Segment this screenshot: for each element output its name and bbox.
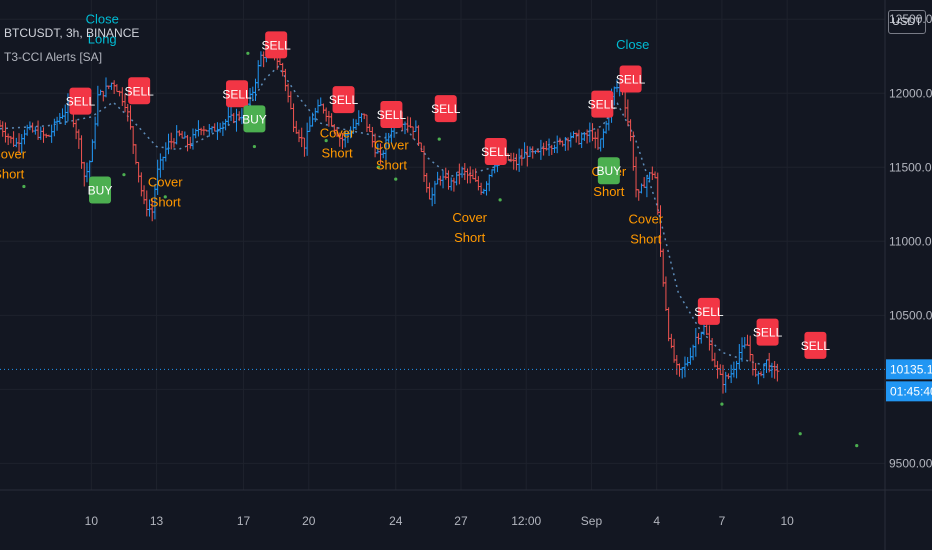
- x-tick-label: 17: [237, 514, 251, 528]
- cover-annotation: Cover: [0, 146, 27, 161]
- buy-signal-label: BUY: [88, 183, 113, 197]
- sell-signal-box: [697, 297, 720, 325]
- cover-annotation: Short: [593, 184, 624, 199]
- signal-dot: [376, 165, 380, 169]
- x-tick-label: 12:00: [511, 514, 541, 528]
- cover-annotation: Short: [376, 158, 407, 173]
- x-tick-label: 7: [719, 514, 726, 528]
- x-tick-label: 24: [389, 514, 403, 528]
- signal-dot: [324, 139, 328, 143]
- sell-signal-box: [434, 95, 457, 123]
- close-annotation: Long: [88, 32, 117, 47]
- sell-signal-label: SELL: [261, 38, 291, 52]
- sell-signal-label: SELL: [801, 339, 831, 353]
- cover-annotation: Cover: [628, 212, 663, 227]
- sell-signal-label: SELL: [616, 72, 646, 86]
- cover-annotation: Short: [150, 195, 181, 210]
- sell-signal-label: SELL: [329, 93, 359, 107]
- cover-annotation: Short: [454, 230, 485, 245]
- close-annotation: Close: [86, 12, 119, 27]
- sell-signal-label: SELL: [588, 98, 618, 112]
- last-price-label: 10135.13: [890, 362, 932, 376]
- countdown-tag: [886, 381, 932, 402]
- sell-signal-box: [226, 80, 249, 108]
- x-tick-label: 13: [150, 514, 164, 528]
- cover-annotation: Cover: [452, 210, 487, 225]
- countdown-label: 01:45:40: [890, 384, 932, 398]
- buy-signal-label: BUY: [597, 164, 622, 178]
- sell-signal-box: [756, 318, 779, 346]
- cover-annotation: Short: [0, 166, 25, 181]
- sell-signal-box: [332, 86, 355, 114]
- sell-signal-box: [128, 77, 151, 105]
- y-tick-label: 11000.00: [889, 234, 932, 248]
- t3-line: [0, 65, 779, 368]
- close-annotation: Close: [616, 37, 649, 52]
- x-tick-label: Sep: [581, 514, 603, 528]
- last-price-tag: [886, 359, 932, 380]
- cover-annotation: Short: [322, 146, 353, 161]
- x-tick-label: 10: [85, 514, 99, 528]
- y-tick-label: 10500.00: [889, 308, 932, 322]
- cover-annotation: Cover: [320, 126, 355, 141]
- sell-signal-box: [804, 331, 827, 359]
- sell-signal-label: SELL: [694, 305, 724, 319]
- sell-signal-box: [484, 137, 507, 165]
- signal-dot: [163, 195, 167, 199]
- y-tick-label: 12000.00: [889, 86, 932, 100]
- signal-dot: [394, 177, 398, 181]
- y-tick-label: 9500.00: [889, 456, 932, 470]
- signal-dot: [437, 137, 441, 141]
- buy-signal-box: [243, 105, 266, 133]
- currency-button[interactable]: USDT: [888, 10, 926, 34]
- x-tick-label: 10: [780, 514, 794, 528]
- sell-signal-label: SELL: [753, 326, 783, 340]
- signal-dot: [798, 432, 802, 436]
- buy-signal-box: [89, 176, 112, 204]
- signal-dot: [498, 198, 502, 202]
- signal-dot: [720, 402, 724, 406]
- sell-signal-label: SELL: [481, 145, 511, 159]
- sell-signal-box: [380, 100, 403, 128]
- sell-signal-label: SELL: [222, 87, 252, 101]
- x-tick-label: 27: [454, 514, 468, 528]
- signal-dot: [855, 443, 859, 448]
- x-tick-label: 4: [653, 514, 660, 528]
- cover-annotation: Cover: [148, 175, 183, 190]
- signal-dot: [22, 184, 26, 189]
- y-tick-label: 12500.00: [889, 12, 932, 26]
- y-tick-label: 11500.00: [889, 160, 932, 174]
- sell-signal-box: [591, 90, 614, 118]
- sell-signal-label: SELL: [124, 84, 154, 98]
- x-tick-label: 20: [302, 514, 316, 528]
- sell-signal-label: SELL: [431, 102, 461, 116]
- symbol-title[interactable]: BTCUSDT, 3h, BINANCE: [4, 26, 140, 40]
- currency-label: USDT: [892, 16, 922, 28]
- cover-annotation: Cover: [374, 138, 409, 153]
- buy-signal-label: BUY: [242, 112, 267, 126]
- cover-annotation: Short: [630, 232, 661, 247]
- signal-dot: [122, 173, 126, 177]
- signal-dot: [252, 144, 257, 149]
- sell-signal-box: [69, 87, 92, 115]
- sell-signal-box: [265, 31, 288, 59]
- sell-signal-label: SELL: [377, 108, 407, 122]
- indicator-title[interactable]: T3-CCI Alerts [SA]: [4, 50, 103, 64]
- sell-signal-label: SELL: [66, 95, 96, 109]
- buy-signal-box: [597, 157, 620, 185]
- signal-dot: [246, 51, 250, 55]
- sell-signal-box: [619, 65, 642, 93]
